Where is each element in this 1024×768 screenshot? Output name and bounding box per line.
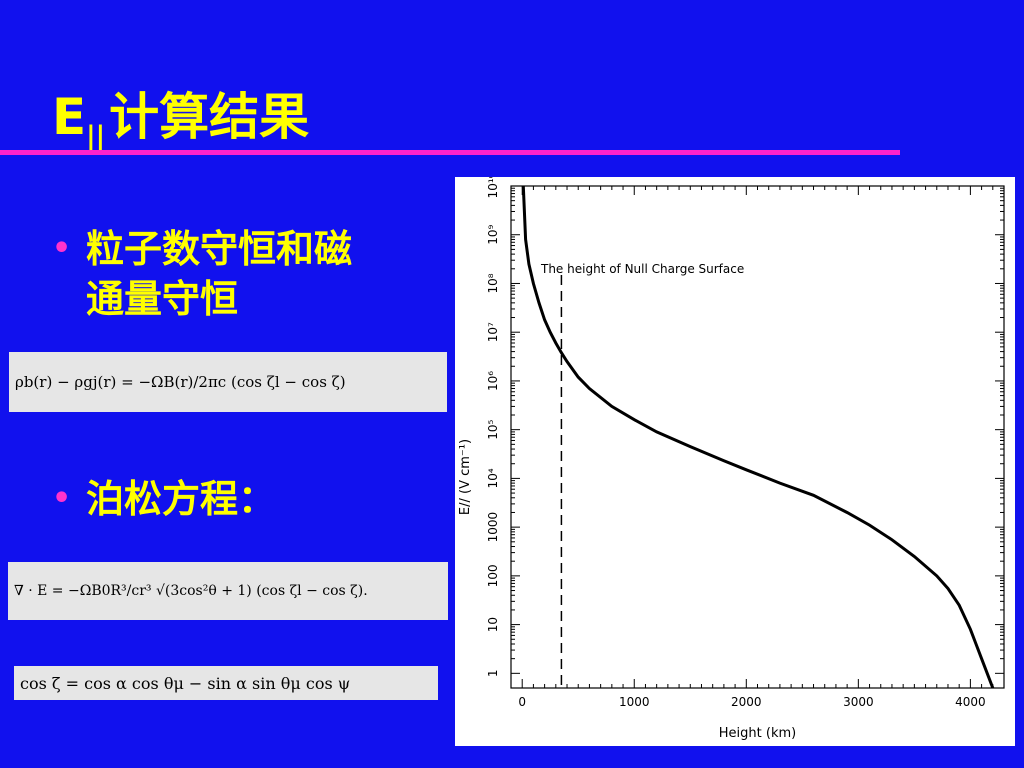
bullet-poisson: • 泊松方程： xyxy=(52,474,277,524)
plot-ticks xyxy=(511,185,1004,688)
y-tick-label: 10⁸ xyxy=(486,273,500,293)
y-axis-label: E// (V cm⁻¹) xyxy=(458,439,473,515)
x-tick-label: 2000 xyxy=(731,695,762,709)
formula-poisson-text: ∇ · E = −ΩB0R³/cr³ √(3cos²θ + 1) (cos ζl… xyxy=(14,583,368,599)
bullet-marker: • xyxy=(52,481,72,516)
efield-curve xyxy=(521,185,995,689)
title-text: 计算结果 xyxy=(109,88,310,146)
formula-charge-density-text: ρb(r) − ρgj(r) = −ΩB(r)/2πc (cos ζl − co… xyxy=(15,373,346,391)
x-tick-label: 4000 xyxy=(955,695,986,709)
x-tick-label: 0 xyxy=(518,695,526,709)
formula-charge-density: ρb(r) − ρgj(r) = −ΩB(r)/2πc (cos ζl − co… xyxy=(9,352,447,412)
y-tick-label: 10¹⁰ xyxy=(486,177,500,198)
bullet-marker: • xyxy=(52,231,72,266)
y-tick-label: 1 xyxy=(486,670,500,678)
bullet-conservation: • 粒子数守恒和磁 通量守恒 xyxy=(52,224,353,324)
y-tick-label: 10 xyxy=(486,617,500,632)
y-tick-label: 10⁹ xyxy=(486,225,500,245)
formula-poisson: ∇ · E = −ΩB0R³/cr³ √(3cos²θ + 1) (cos ζl… xyxy=(8,562,448,620)
y-tick-label: 100 xyxy=(486,564,500,587)
formula-cos-zeta-text: cos ζ = cos α cos θμ − sin α sin θμ cos … xyxy=(20,673,351,693)
y-tick-label: 1000 xyxy=(486,512,500,543)
title-e-symbol: E xyxy=(52,88,87,146)
bullet-text: 泊松方程： xyxy=(86,477,277,521)
x-tick-label: 3000 xyxy=(843,695,874,709)
bullet-text-line2: 通量守恒 xyxy=(86,277,239,321)
slide-title: E||计算结果 xyxy=(52,82,309,152)
x-tick-label: 1000 xyxy=(619,695,650,709)
y-tick-label: 10⁶ xyxy=(486,371,500,391)
x-tick-labels: 0 1000 2000 3000 4000 xyxy=(518,695,985,709)
null-charge-annotation: The height of Null Charge Surface xyxy=(540,262,744,276)
bullet-text-line1: 粒子数守恒和磁 xyxy=(86,227,353,271)
formula-cos-zeta: cos ζ = cos α cos θμ − sin α sin θμ cos … xyxy=(14,666,438,700)
y-tick-label: 10⁷ xyxy=(486,322,500,342)
y-tick-label: 10⁴ xyxy=(486,468,500,488)
title-underline xyxy=(0,150,900,155)
y-tick-label: 10⁵ xyxy=(486,419,500,439)
efield-plot: 0 1000 2000 3000 4000 1 10 100 1000 10⁴ 10⁵ 10⁶ 10⁷… xyxy=(455,177,1015,746)
title-parallel-subscript: || xyxy=(86,121,106,151)
x-axis-label: Height (km) xyxy=(719,726,796,741)
efield-chart-svg: 0 1000 2000 3000 4000 1 10 100 1000 10⁴ 10⁵ 10⁶ 10⁷… xyxy=(458,177,1005,741)
y-tick-labels: 1 10 100 1000 10⁴ 10⁵ 10⁶ 10⁷ 10⁸ 10⁹ 10¹⁰ xyxy=(486,177,500,677)
